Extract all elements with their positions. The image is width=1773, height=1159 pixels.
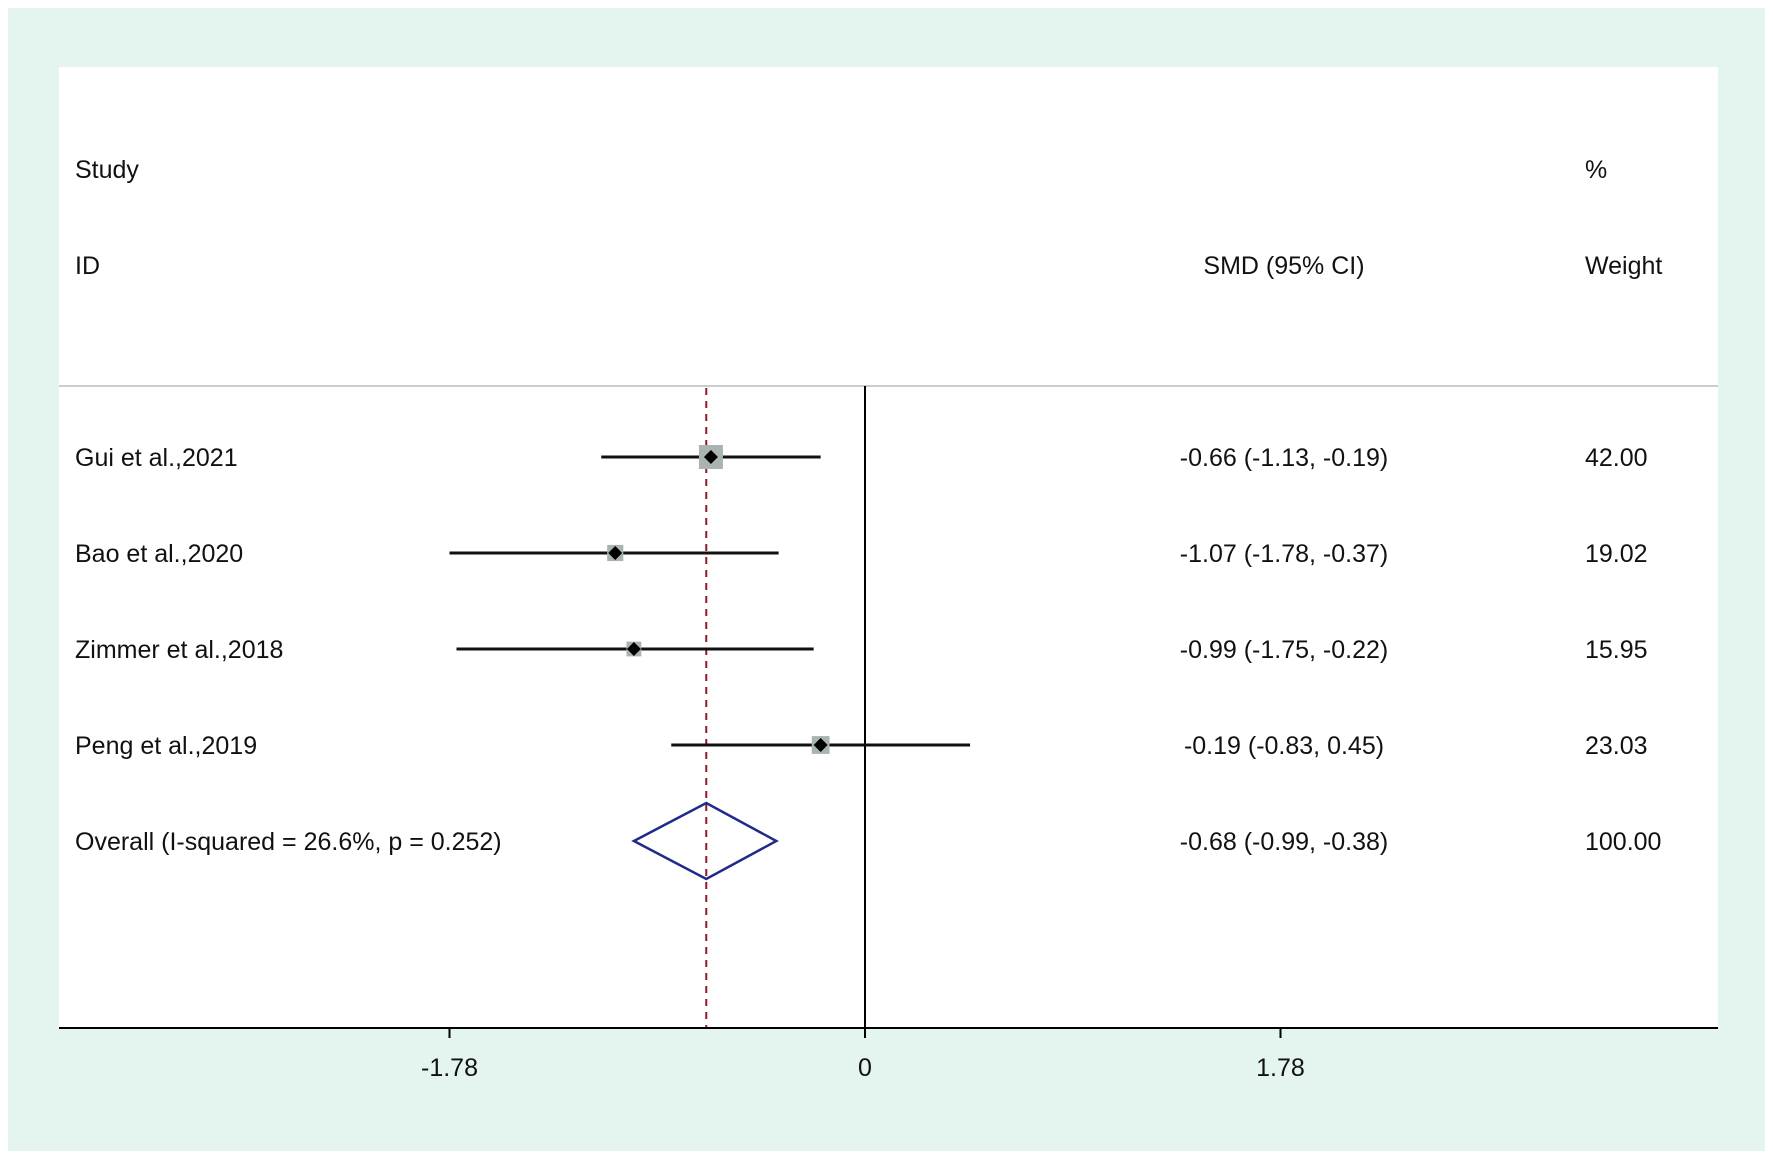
overall-weight-text: 100.00 [1585,828,1661,856]
study-rows: Gui et al.,2021 -0.66 (-1.13, -0.19) 42.00… [75,386,1661,1028]
header-weight: Weight [1585,252,1662,280]
study-ci-text: -0.99 (-1.75, -0.22) [1180,636,1388,664]
study-weight-text: 42.00 [1585,444,1648,472]
study-point-marker [626,642,641,656]
x-tick-label: -1.78 [421,1054,478,1082]
x-axis: -1.78 0 1.78 [59,1027,1718,1082]
forest-plot: Study ID SMD (95% CI) % Weight Gui et al… [59,67,1718,1082]
study-label: Peng et al.,2019 [75,732,257,760]
study-row: Bao et al.,2020 -1.07 (-1.78, -0.37) 19.02 [75,540,1648,568]
chart-frame: Study ID SMD (95% CI) % Weight Gui et al… [8,8,1765,1151]
study-weight-text: 19.02 [1585,540,1648,568]
study-label: Bao et al.,2020 [75,540,243,568]
header-percent: % [1585,156,1607,184]
study-row: Zimmer et al.,2018 -0.99 (-1.75, -0.22) 15… [75,636,1648,664]
overall-diamond [631,801,779,881]
header-study: Study [75,156,139,184]
study-point-marker [813,738,828,752]
header-effect: SMD (95% CI) [1203,252,1364,280]
study-row: Gui et al.,2021 -0.66 (-1.13, -0.19) 42.00 [75,444,1648,472]
x-tick-label: 1.78 [1256,1054,1305,1082]
x-tick-label: 0 [858,1054,872,1082]
study-label: Gui et al.,2021 [75,444,238,472]
study-ci-text: -0.66 (-1.13, -0.19) [1180,444,1388,472]
study-weight-text: 15.95 [1585,636,1648,664]
header-id: ID [75,252,100,280]
study-ci-text: -1.07 (-1.78, -0.37) [1180,540,1388,568]
study-weight-text: 23.03 [1585,732,1648,760]
study-point-marker [608,546,623,560]
plot-background [59,67,1718,1028]
overall-row: Overall (I-squared = 26.6%, p = 0.252) -0… [75,801,1661,881]
study-ci-text: -0.19 (-0.83, 0.45) [1184,732,1384,760]
column-headers: Study ID SMD (95% CI) % Weight [75,156,1662,280]
study-label: Zimmer et al.,2018 [75,636,283,664]
overall-ci-text: -0.68 (-0.99, -0.38) [1180,828,1388,856]
study-point-marker [703,450,718,464]
study-row: Peng et al.,2019 -0.19 (-0.83, 0.45) 23.03 [75,732,1648,760]
overall-label: Overall (I-squared = 26.6%, p = 0.252) [75,828,502,856]
